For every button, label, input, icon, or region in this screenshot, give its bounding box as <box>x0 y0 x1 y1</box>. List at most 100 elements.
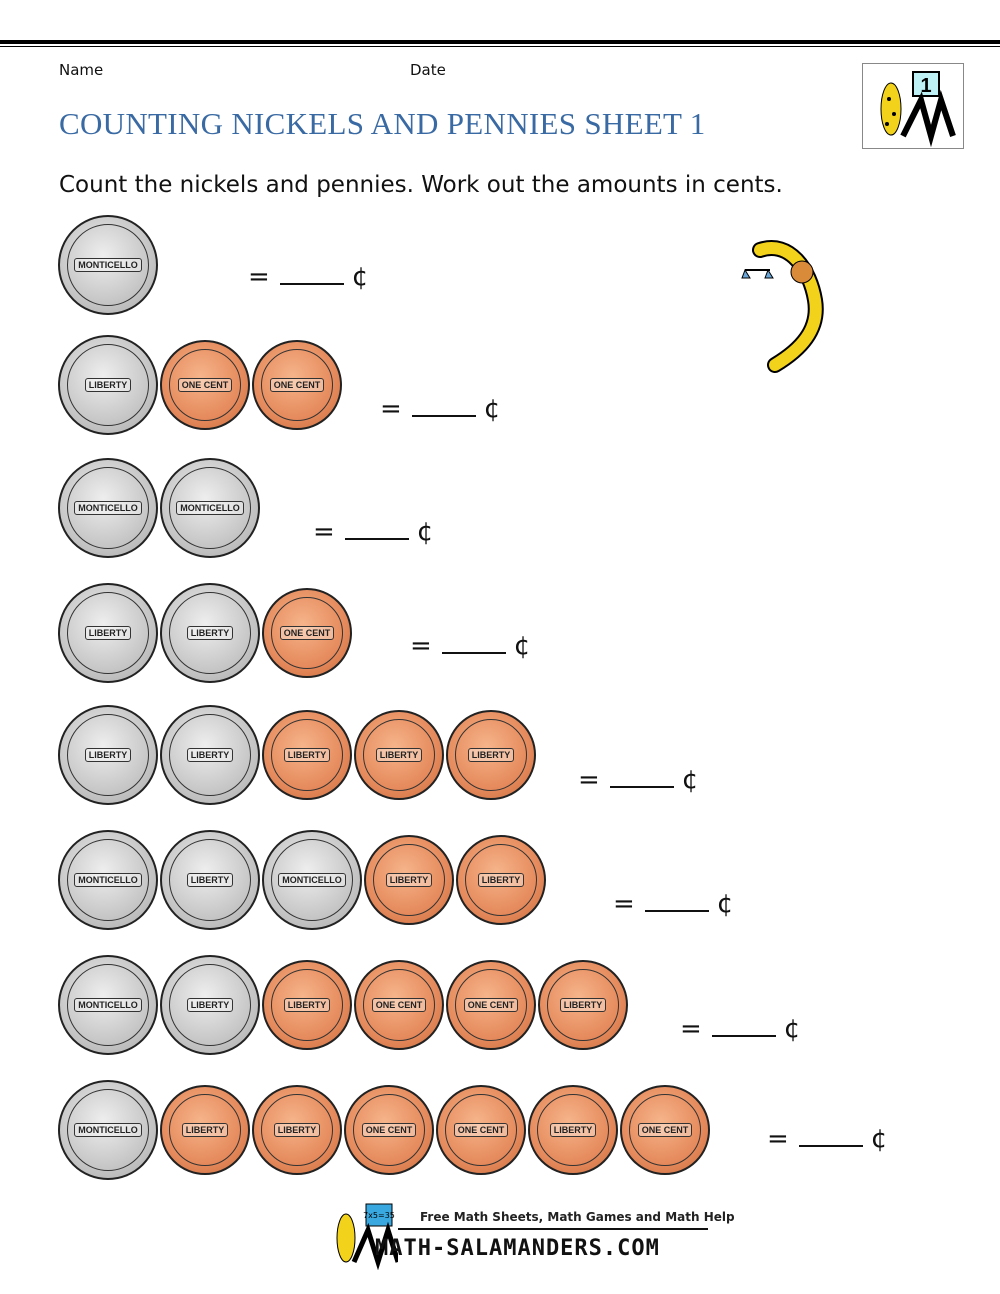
coin-rim <box>629 1094 701 1166</box>
coin-lettering: MONTICELLO <box>74 998 142 1012</box>
nickel-front-coin: LIBERTY <box>160 583 260 683</box>
coin-rim <box>169 1094 241 1166</box>
coin-lettering: LIBERTY <box>186 873 234 887</box>
nickel-front-coin: LIBERTY <box>58 705 158 805</box>
footer-site-link[interactable]: MATH-SALAMANDERS.COM <box>375 1236 660 1261</box>
coin-lettering: LIBERTY <box>549 1123 597 1137</box>
coin-lettering: LIBERTY <box>283 748 331 762</box>
coin-lettering: LIBERTY <box>283 998 331 1012</box>
answer-blank[interactable] <box>798 1127 863 1147</box>
answer-blank[interactable] <box>344 520 409 540</box>
problem-row: MONTICELLO LIBERTY MONTICELLO LIBERTY LIBERT… <box>58 830 548 930</box>
answer-field[interactable]: = ¢ <box>313 517 433 547</box>
penny-front-coin: LIBERTY <box>354 710 444 800</box>
answer-blank[interactable] <box>279 265 344 285</box>
coin-rim <box>271 719 343 791</box>
coin-lettering: MONTICELLO <box>74 501 142 515</box>
coin-rim <box>67 344 149 426</box>
answer-field[interactable]: = ¢ <box>380 394 500 424</box>
answer-field[interactable]: = ¢ <box>578 765 698 795</box>
problem-row: MONTICELLO MONTICELLO <box>58 458 262 558</box>
top-rule <box>0 40 1000 44</box>
answer-field[interactable]: = ¢ <box>680 1014 800 1044</box>
equals-sign: = <box>248 262 270 292</box>
penny-front-coin: LIBERTY <box>262 960 352 1050</box>
coin-rim <box>353 1094 425 1166</box>
cent-sign: ¢ <box>681 765 699 795</box>
coin-lettering: LIBERTY <box>186 748 234 762</box>
coin-lettering: MONTICELLO <box>74 258 142 272</box>
coin-rim <box>455 719 527 791</box>
coin-lettering: LIBERTY <box>375 748 423 762</box>
coin-rim <box>455 969 527 1041</box>
penny-front-coin: LIBERTY <box>160 1085 250 1175</box>
coin-rim <box>67 714 149 796</box>
coin-lettering: ONE CENT <box>269 378 325 392</box>
coin-rim <box>271 597 343 669</box>
answer-field[interactable]: = ¢ <box>767 1124 887 1154</box>
penny-front-coin: LIBERTY <box>364 835 454 925</box>
coin-rim <box>169 839 251 921</box>
coin-lettering: LIBERTY <box>273 1123 321 1137</box>
nickel-back-coin: MONTICELLO <box>58 458 158 558</box>
coin-rim <box>271 839 353 921</box>
cent-sign: ¢ <box>483 394 501 424</box>
cent-sign: ¢ <box>716 889 734 919</box>
nickel-back-coin: MONTICELLO <box>58 215 158 315</box>
answer-blank[interactable] <box>441 634 506 654</box>
answer-blank[interactable] <box>711 1017 776 1037</box>
coin-lettering: ONE CENT <box>463 998 519 1012</box>
coin-lettering: ONE CENT <box>361 1123 417 1137</box>
name-label: Name <box>59 61 104 79</box>
equals-sign: = <box>578 765 600 795</box>
equals-sign: = <box>380 394 402 424</box>
penny-front-coin: LIBERTY <box>528 1085 618 1175</box>
nickel-back-coin: MONTICELLO <box>58 1080 158 1180</box>
nickel-front-coin: LIBERTY <box>58 335 158 435</box>
penny-back-coin: ONE CENT <box>262 588 352 678</box>
salamander-illustration <box>741 240 824 373</box>
problem-row: MONTICELLO <box>58 215 160 315</box>
top-rule-thin <box>0 46 1000 47</box>
coin-rim <box>547 969 619 1041</box>
equals-sign: = <box>313 517 335 547</box>
penny-back-coin: ONE CENT <box>620 1085 710 1175</box>
answer-field[interactable]: = ¢ <box>613 889 733 919</box>
page-title: COUNTING NICKELS AND PENNIES SHEET 1 <box>59 106 706 141</box>
salamander-logo: 1 <box>862 63 964 149</box>
coin-rim <box>67 592 149 674</box>
answer-blank[interactable] <box>644 892 709 912</box>
coin-lettering: LIBERTY <box>186 626 234 640</box>
nickel-front-coin: LIBERTY <box>160 830 260 930</box>
coin-rim <box>67 467 149 549</box>
answer-blank[interactable] <box>411 397 476 417</box>
cent-sign: ¢ <box>783 1014 801 1044</box>
coin-lettering: MONTICELLO <box>74 1123 142 1137</box>
coin-lettering: LIBERTY <box>477 873 525 887</box>
nickel-back-coin: MONTICELLO <box>58 830 158 930</box>
footer-board-text: 7x5=35 <box>363 1211 395 1220</box>
nickel-back-coin: MONTICELLO <box>58 955 158 1055</box>
penny-front-coin: LIBERTY <box>446 710 536 800</box>
footer-divider <box>398 1228 708 1230</box>
answer-field[interactable]: = ¢ <box>410 631 530 661</box>
coin-rim <box>261 1094 333 1166</box>
equals-sign: = <box>767 1124 789 1154</box>
coin-lettering: LIBERTY <box>84 378 132 392</box>
nickel-front-coin: LIBERTY <box>160 705 260 805</box>
nickel-back-coin: MONTICELLO <box>160 458 260 558</box>
coin-rim <box>169 467 251 549</box>
answer-field[interactable]: = ¢ <box>248 262 368 292</box>
coin-lettering: LIBERTY <box>385 873 433 887</box>
answer-blank[interactable] <box>609 768 674 788</box>
coin-rim <box>445 1094 517 1166</box>
penny-back-coin: ONE CENT <box>252 340 342 430</box>
coin-lettering: MONTICELLO <box>278 873 346 887</box>
problem-row: LIBERTY LIBERTY LIBERTY LIBERTY LIBERTY <box>58 705 538 805</box>
problem-row: LIBERTY ONE CENT ONE CENT <box>58 335 344 435</box>
coin-lettering: ONE CENT <box>279 626 335 640</box>
coin-lettering: LIBERTY <box>186 998 234 1012</box>
problem-row: MONTICELLO LIBERTY LIBERTY ONE CENT ONE CENT… <box>58 955 630 1055</box>
coin-lettering: ONE CENT <box>453 1123 509 1137</box>
date-label: Date <box>410 61 446 79</box>
